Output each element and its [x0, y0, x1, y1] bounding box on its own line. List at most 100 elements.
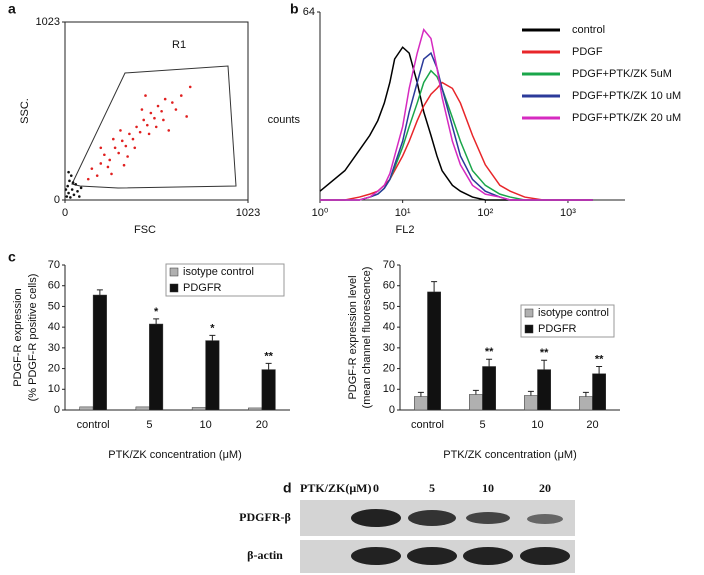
- bar: [205, 340, 220, 411]
- bar: [469, 394, 483, 411]
- point: [69, 196, 72, 199]
- legend-label: control: [572, 24, 605, 36]
- error-bar: [527, 390, 534, 396]
- point: [64, 188, 68, 191]
- series-line: [319, 46, 593, 201]
- error-bar: [486, 358, 493, 367]
- bar: [261, 369, 276, 411]
- y-tick-label: 10: [383, 383, 395, 395]
- x-tick-label: control: [77, 419, 110, 431]
- legend-swatch: [169, 267, 179, 277]
- point: [72, 193, 76, 197]
- y-axis-label: counts: [268, 114, 301, 126]
- y-tick-label: 40: [48, 321, 60, 333]
- x-axis-label: PTK/ZK concentration (μM): [108, 449, 242, 461]
- y-axis-label: (mean channel fluorescence): [361, 267, 373, 409]
- x-axis-label: FL2: [396, 224, 415, 236]
- x-tick-label: 0: [62, 207, 68, 219]
- point: [106, 165, 110, 169]
- point: [167, 129, 171, 132]
- bar: [482, 366, 496, 411]
- point: [95, 174, 99, 177]
- annotation: R1: [172, 39, 186, 51]
- y-tick-label: 70: [48, 259, 60, 271]
- band: [527, 514, 563, 524]
- error-bar: [265, 362, 272, 370]
- point: [68, 179, 71, 183]
- bar: [191, 407, 206, 411]
- y-tick-label: 30: [48, 342, 60, 354]
- y-tick-label: 1023: [36, 16, 60, 28]
- gate: [71, 65, 237, 189]
- point: [110, 172, 113, 176]
- point: [108, 158, 112, 162]
- legend-label: PDGFR: [538, 323, 577, 335]
- bar: [414, 396, 428, 411]
- error-bar: [541, 359, 548, 370]
- y-tick-label: 10: [48, 383, 60, 395]
- error-bar: [153, 318, 160, 325]
- panel-label: d: [283, 480, 292, 496]
- x-axis-label: FSC: [134, 224, 156, 236]
- series-line: [320, 28, 593, 201]
- point: [67, 191, 70, 195]
- band: [351, 509, 401, 527]
- x-tick-label: control: [411, 419, 444, 431]
- x-tick-label: 10³: [560, 207, 576, 219]
- significance-label: **: [595, 353, 604, 365]
- legend-label: PDGFR: [183, 282, 222, 294]
- point: [128, 132, 131, 136]
- x-axis-label: PTK/ZK concentration (μM): [443, 449, 577, 461]
- legend-label: PDGF+PTK/ZK 5uM: [572, 68, 672, 80]
- point: [117, 151, 120, 155]
- y-tick-label: 30: [383, 342, 395, 354]
- lane-label: 5: [429, 481, 435, 495]
- x-tick-label: 10²: [477, 207, 493, 219]
- point: [67, 170, 70, 174]
- x-tick-label: 1023: [236, 207, 260, 219]
- error-bar: [417, 391, 424, 397]
- point: [122, 163, 126, 167]
- point: [71, 181, 75, 184]
- x-tick-label: 10¹: [395, 207, 411, 219]
- plot-frame: [64, 21, 249, 201]
- y-axis-label: PDGF-R expression level: [347, 275, 359, 399]
- legend-label: PDGF+PTK/ZK 10 uM: [572, 90, 681, 102]
- point: [99, 146, 103, 150]
- error-bar: [96, 289, 103, 296]
- band: [407, 547, 457, 565]
- point: [147, 132, 151, 136]
- point: [119, 129, 122, 132]
- y-tick-label: 60: [48, 280, 60, 292]
- point: [171, 101, 174, 104]
- point: [86, 177, 90, 181]
- point: [154, 125, 158, 129]
- point: [140, 108, 144, 111]
- point: [156, 104, 160, 108]
- bar: [92, 294, 107, 411]
- y-axis-label: PDGF-R expression: [12, 288, 24, 386]
- bar: [537, 369, 551, 411]
- panel-label: a: [8, 1, 16, 17]
- y-tick-label: 0: [54, 404, 60, 416]
- bar: [524, 395, 538, 411]
- point: [90, 167, 94, 170]
- lane-label: 10: [482, 481, 494, 495]
- legend-label: isotype control: [538, 307, 609, 319]
- point: [99, 162, 103, 165]
- point: [120, 139, 124, 143]
- row-label: PDGFR-β: [239, 510, 291, 524]
- bar: [79, 406, 94, 411]
- point: [131, 137, 135, 141]
- lane-label: 0: [373, 481, 379, 495]
- y-tick-label: 70: [383, 259, 395, 271]
- error-bar: [431, 281, 438, 292]
- x-tick-label: 20: [256, 419, 268, 431]
- series-line: [320, 69, 593, 201]
- band: [520, 547, 570, 565]
- panel-label: b: [290, 1, 299, 17]
- legend-frame: [165, 263, 285, 297]
- band: [351, 547, 401, 565]
- point: [179, 94, 183, 97]
